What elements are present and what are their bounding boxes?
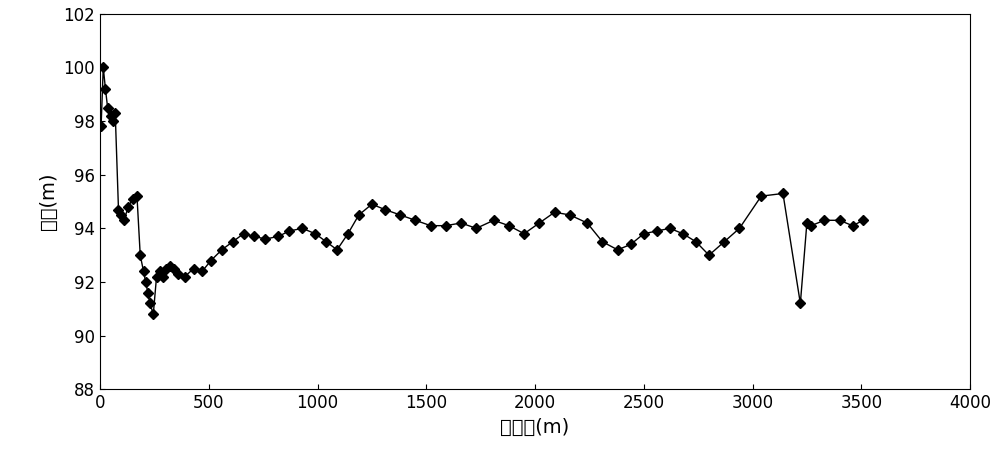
X-axis label: 起点距(m): 起点距(m) [500,418,570,437]
Y-axis label: 高程(m): 高程(m) [39,173,58,230]
